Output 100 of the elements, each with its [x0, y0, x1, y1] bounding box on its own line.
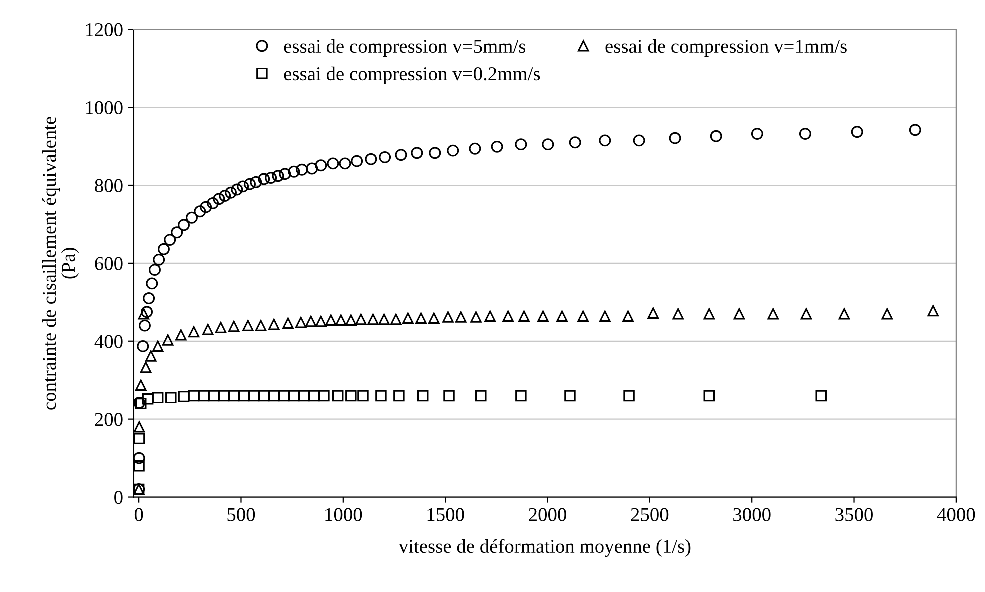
x-tick-label: 1500 — [428, 508, 464, 522]
x-tick-label: 4000 — [937, 508, 976, 522]
point — [411, 147, 424, 160]
point — [146, 278, 158, 290]
point — [351, 155, 364, 168]
point — [188, 390, 200, 402]
point — [838, 308, 850, 320]
y-tick-label: 0 — [114, 491, 123, 504]
point — [800, 308, 812, 320]
x-axis-title: vitesse de déformation moyenne (1/s) — [398, 539, 691, 558]
point — [346, 314, 357, 326]
point — [428, 312, 440, 324]
point — [600, 310, 611, 322]
point — [851, 126, 864, 138]
point — [751, 128, 764, 140]
point — [288, 166, 300, 178]
point — [138, 308, 150, 320]
point — [255, 320, 267, 332]
point — [358, 390, 369, 402]
point — [140, 362, 152, 374]
point — [198, 390, 210, 402]
point — [368, 314, 379, 326]
point — [704, 308, 716, 320]
point — [429, 147, 442, 160]
point — [578, 310, 589, 322]
point — [248, 390, 260, 402]
point — [186, 212, 198, 224]
point — [231, 184, 244, 196]
point — [213, 193, 226, 206]
point — [202, 324, 214, 336]
point — [518, 310, 530, 322]
point — [258, 173, 270, 186]
point — [149, 264, 161, 276]
point — [134, 433, 146, 444]
point — [305, 316, 317, 328]
point — [218, 390, 230, 402]
point — [215, 322, 227, 334]
point — [816, 390, 827, 402]
point — [734, 308, 746, 320]
point — [622, 310, 634, 322]
point — [799, 128, 812, 140]
point — [268, 390, 280, 402]
point — [336, 314, 347, 326]
x-tick-label: 3500 — [836, 508, 873, 522]
point — [178, 219, 190, 232]
point — [316, 316, 327, 328]
point — [379, 151, 392, 164]
point — [365, 153, 378, 166]
point — [672, 308, 684, 320]
point — [315, 160, 328, 172]
legend-label: essai de compression v=5mm/s — [284, 39, 526, 58]
point — [237, 180, 250, 193]
point — [416, 312, 427, 324]
point — [178, 391, 190, 402]
point — [624, 390, 635, 402]
point — [502, 310, 514, 322]
point — [491, 140, 504, 153]
point — [569, 136, 582, 149]
point — [158, 243, 170, 256]
point — [909, 124, 922, 136]
point — [327, 158, 340, 170]
point — [542, 138, 554, 151]
point — [516, 390, 527, 402]
x-tick-label: 2000 — [529, 508, 566, 522]
point — [164, 234, 176, 246]
y-tick-label: 400 — [94, 335, 123, 348]
point — [152, 392, 164, 404]
point — [134, 422, 146, 433]
point — [484, 310, 496, 322]
point — [515, 138, 528, 151]
point — [296, 164, 308, 176]
point — [295, 317, 307, 328]
y-tick-label: 1200 — [86, 23, 123, 37]
point — [228, 320, 240, 332]
point — [153, 254, 166, 266]
point — [242, 320, 254, 332]
point — [417, 390, 429, 402]
point — [298, 390, 310, 402]
point — [339, 158, 352, 170]
point — [152, 340, 164, 352]
y-tick-label: 1000 — [86, 101, 123, 114]
point — [306, 162, 318, 175]
point — [356, 314, 367, 326]
point — [633, 134, 646, 147]
point — [564, 390, 576, 402]
point — [282, 318, 294, 330]
point — [648, 308, 660, 319]
point — [318, 390, 330, 402]
point — [278, 390, 290, 402]
point — [882, 308, 893, 320]
point — [447, 144, 460, 157]
point — [200, 201, 212, 214]
point — [219, 190, 232, 202]
x-tick-label: 500 — [228, 508, 256, 522]
point — [669, 132, 682, 144]
point — [258, 390, 270, 402]
point — [308, 390, 320, 402]
point — [207, 197, 220, 210]
point — [194, 206, 206, 218]
point — [444, 390, 455, 402]
